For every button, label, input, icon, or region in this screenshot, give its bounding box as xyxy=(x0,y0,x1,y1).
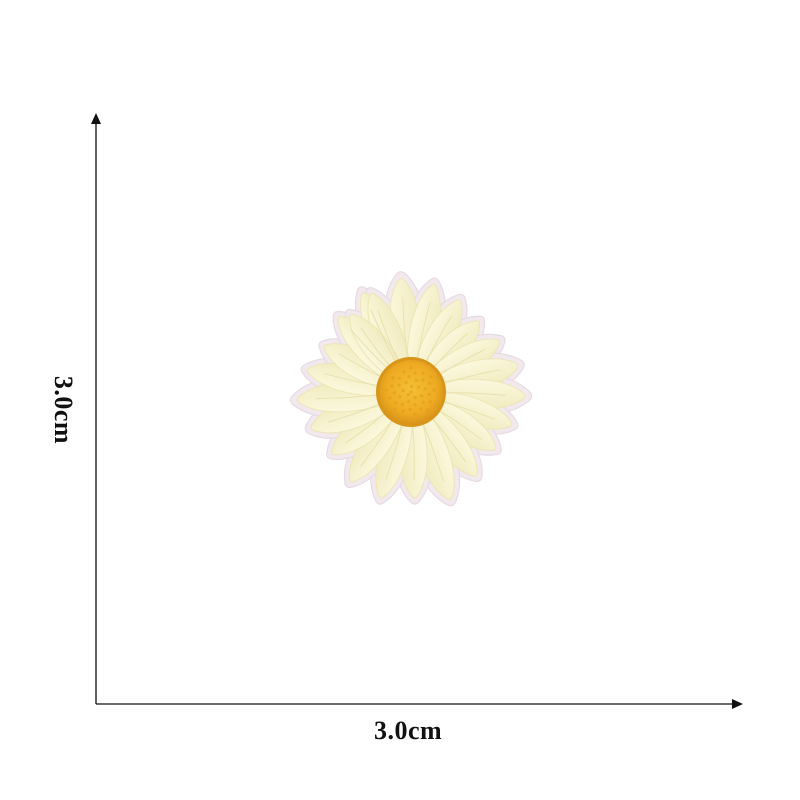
center-stitch xyxy=(420,394,424,398)
center-stitch xyxy=(432,388,436,392)
center-stitch xyxy=(423,387,427,391)
center-stitch xyxy=(394,401,398,405)
center-stitch xyxy=(402,370,406,374)
center-stitch xyxy=(413,412,417,416)
daisy-patch xyxy=(289,271,533,507)
horizontal-axis-arrow-icon xyxy=(732,699,743,709)
center-stitch xyxy=(414,378,418,383)
center-stitch xyxy=(427,381,432,385)
center-texture xyxy=(384,366,436,416)
center-stitch xyxy=(401,389,405,393)
center-stitch xyxy=(425,408,429,412)
center-stitch xyxy=(408,407,412,411)
center-stitch xyxy=(421,371,425,375)
center-stitch xyxy=(400,402,404,406)
dimension-axes xyxy=(91,113,743,709)
center-stitch xyxy=(413,403,417,407)
center-stitch xyxy=(429,375,433,379)
center-stitch xyxy=(406,393,410,397)
center-stitch xyxy=(409,366,413,370)
center-stitch xyxy=(409,390,413,394)
center-stitch xyxy=(421,400,425,404)
center-stitch xyxy=(388,396,392,400)
center-stitch xyxy=(384,388,388,392)
center-stitch xyxy=(393,407,397,411)
center-stitch xyxy=(407,375,411,379)
center-stitch xyxy=(392,391,397,395)
center-stitch xyxy=(428,400,432,404)
center-stitch xyxy=(421,378,425,382)
vertical-axis-arrow-icon xyxy=(91,113,101,124)
center-stitch xyxy=(416,385,421,389)
center-stitch xyxy=(397,376,402,380)
center-stitch xyxy=(413,371,417,375)
center-stitch xyxy=(401,409,405,413)
center-stitch xyxy=(413,395,417,400)
center-stitch xyxy=(419,407,423,411)
center-stitch xyxy=(406,399,411,404)
center-stitch xyxy=(397,383,401,387)
center-stitch xyxy=(404,381,408,385)
center-stitch xyxy=(409,384,414,388)
width-dimension-label: 3.0cm xyxy=(374,716,443,745)
center-stitch xyxy=(398,395,402,399)
center-stitch xyxy=(427,392,431,396)
height-dimension-label: 3.0cm xyxy=(49,375,78,445)
center-stitch xyxy=(391,376,395,380)
center-stitch xyxy=(390,384,394,388)
